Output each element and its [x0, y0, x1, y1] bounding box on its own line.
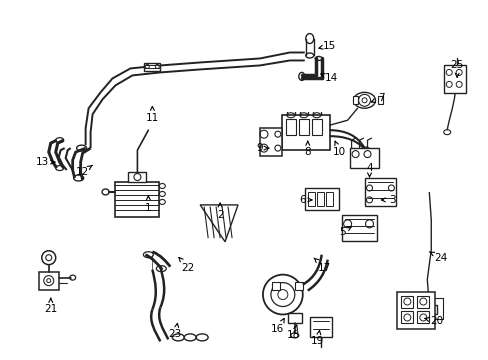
- Text: 6: 6: [299, 195, 311, 205]
- Text: 18: 18: [286, 325, 300, 341]
- Bar: [309, 318, 331, 337]
- Text: 21: 21: [44, 298, 57, 315]
- Text: 13: 13: [36, 157, 55, 167]
- Bar: [443, 66, 465, 93]
- Bar: [341, 215, 377, 241]
- Ellipse shape: [353, 92, 375, 108]
- Text: 16: 16: [271, 319, 284, 334]
- Text: 10: 10: [332, 141, 346, 157]
- Bar: [349, 148, 379, 168]
- Text: 1: 1: [145, 196, 151, 213]
- Text: 20: 20: [424, 316, 443, 327]
- Bar: [416, 311, 428, 323]
- Text: 23: 23: [168, 323, 182, 339]
- Bar: [378, 96, 383, 104]
- Bar: [304, 188, 338, 210]
- Bar: [311, 119, 321, 135]
- Bar: [352, 96, 357, 104]
- Bar: [285, 119, 295, 135]
- Bar: [287, 314, 301, 323]
- Bar: [128, 172, 146, 182]
- Text: 14: 14: [320, 73, 338, 84]
- Bar: [294, 282, 302, 289]
- Bar: [115, 182, 159, 217]
- Bar: [271, 282, 279, 289]
- Text: 4: 4: [366, 163, 372, 177]
- Text: 24: 24: [428, 252, 447, 263]
- Text: 5: 5: [339, 227, 351, 237]
- Text: 12: 12: [76, 165, 92, 177]
- Text: 22: 22: [179, 257, 194, 273]
- Circle shape: [263, 275, 302, 315]
- Text: 11: 11: [145, 107, 159, 123]
- Bar: [307, 192, 314, 206]
- Bar: [144, 63, 160, 71]
- Text: 3: 3: [381, 195, 395, 205]
- Bar: [397, 292, 434, 329]
- Bar: [260, 128, 281, 156]
- Text: 9: 9: [256, 143, 268, 153]
- Bar: [423, 305, 436, 315]
- Bar: [401, 311, 412, 323]
- Text: 25: 25: [449, 60, 463, 77]
- Bar: [281, 115, 329, 150]
- Text: 2: 2: [216, 203, 223, 220]
- Bar: [325, 192, 332, 206]
- Bar: [364, 178, 396, 206]
- Polygon shape: [200, 205, 238, 242]
- Bar: [401, 296, 412, 307]
- Bar: [298, 119, 308, 135]
- Text: 7: 7: [370, 93, 384, 103]
- Bar: [416, 296, 428, 307]
- Bar: [316, 192, 323, 206]
- Bar: [39, 272, 59, 289]
- Text: 8: 8: [304, 141, 310, 157]
- Text: 19: 19: [310, 330, 324, 346]
- Text: 17: 17: [313, 258, 331, 273]
- Text: 15: 15: [318, 41, 336, 50]
